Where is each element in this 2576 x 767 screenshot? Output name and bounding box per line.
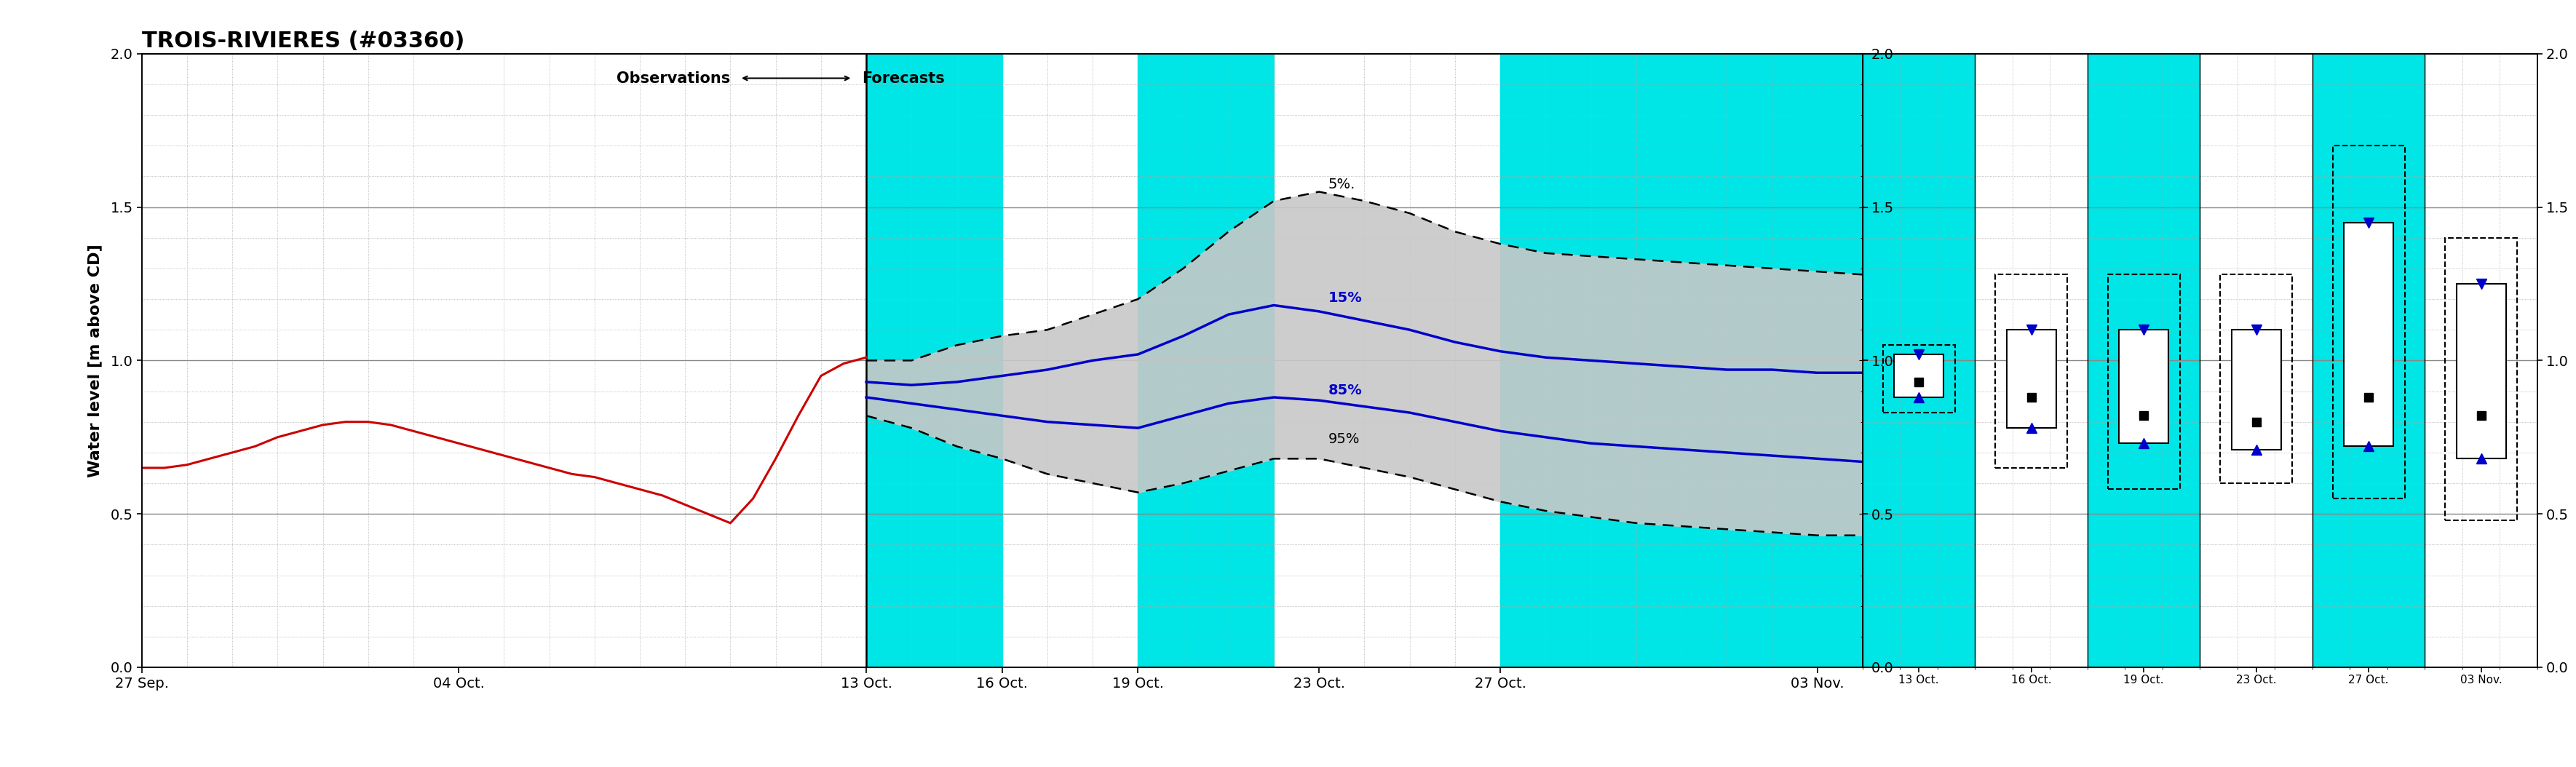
Text: TROIS-RIVIERES (#03360): TROIS-RIVIERES (#03360) [142,31,464,52]
Bar [1996,275,2066,468]
Text: Observations: Observations [616,71,732,85]
Text: 15%: 15% [1329,291,1363,305]
Y-axis label: Water level [m above CD]: Water level [m above CD] [88,244,103,477]
Bar [1883,345,1955,413]
Bar [1862,54,1976,667]
Text: Forecasts: Forecasts [863,71,945,85]
Bar [1893,354,1942,397]
Text: 5%.: 5%. [1329,178,1355,192]
Bar [2087,54,2200,667]
Text: 85%: 85% [1329,384,1363,397]
Bar [1139,54,1273,667]
Bar [2007,330,2056,428]
Bar [2120,330,2169,443]
Bar [1499,54,1862,667]
Bar [2334,146,2403,499]
Bar [2313,54,2424,667]
Bar [2221,275,2293,483]
Bar [2445,238,2517,520]
Bar [866,54,1002,667]
Bar [2458,284,2506,459]
Bar [2107,275,2179,489]
Bar [2231,330,2280,449]
Bar [2344,222,2393,446]
Text: 95%: 95% [1329,433,1360,446]
